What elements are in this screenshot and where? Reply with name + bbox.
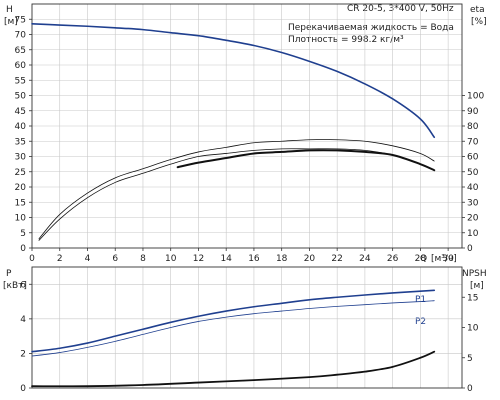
top-series-line-1: [38, 139, 435, 240]
top-right-tick-label: 40: [467, 183, 479, 193]
top-series-line-3: [176, 149, 436, 172]
bottom-left-tick-label: 2: [20, 349, 26, 359]
top-left-tick-label: 70: [15, 31, 27, 41]
top-left-tick-label: 25: [15, 168, 26, 178]
top-x-tick-label: 0: [29, 254, 35, 264]
x-axis-unit: [м³/ч]: [431, 254, 457, 264]
top-x-tick-label: 10: [165, 254, 177, 264]
top-x-tick-label: 8: [140, 254, 146, 264]
annotation-density: Плотность = 998.2 кг/м³: [288, 35, 404, 45]
top-left-axis-unit: [м]: [4, 17, 18, 27]
top-x-tick-label: 14: [220, 254, 232, 264]
annotation-liquid: Перекачиваемая жидкость = Вода: [288, 23, 454, 33]
top-left-tick-label: 40: [15, 122, 27, 132]
top-right-axis-label: eta: [470, 5, 485, 15]
bottom-right-tick-label: 15: [467, 293, 478, 303]
top-right-tick-label: 70: [467, 137, 479, 147]
top-right-tick-label: 90: [467, 107, 479, 117]
top-right-axis-unit: [%]: [471, 17, 487, 27]
top-x-tick-label: 18: [276, 254, 288, 264]
top-left-tick-label: 50: [15, 92, 27, 102]
top-left-tick-label: 65: [15, 46, 26, 56]
bottom-left-tick-label: 0: [20, 384, 26, 394]
top-left-tick-label: 5: [20, 229, 26, 239]
bottom-right-tick-label: 5: [467, 354, 473, 364]
top-left-axis-label: H: [6, 5, 13, 15]
top-right-tick-label: 100: [467, 92, 484, 102]
top-left-tick-label: 60: [15, 61, 27, 71]
top-left-tick-label: 20: [15, 183, 27, 193]
top-right-tick-label: 50: [467, 168, 479, 178]
bottom-right-tick-label: 10: [467, 324, 479, 334]
top-series-line-0: [31, 23, 436, 139]
bottom-left-axis-label: P: [6, 269, 12, 279]
bottom-series-line-2: [31, 350, 436, 388]
x-axis-label: Q: [420, 254, 427, 264]
top-x-tick-label: 22: [331, 254, 342, 264]
bottom-right-tick-label: 0: [467, 384, 473, 394]
top-right-tick-label: 80: [467, 122, 479, 132]
bottom-right-axis-label: NPSH: [462, 269, 487, 279]
power-npsh-panel: 0 2 4 6 0 5 10 15: [20, 266, 479, 394]
bottom-left-tick-label: 6: [20, 280, 26, 290]
chart-title: CR 20-5, 3*400 V, 50Hz: [347, 4, 454, 14]
top-x-tick-label: 30: [442, 254, 454, 264]
top-left-tick-label: 30: [15, 153, 27, 163]
top-left-tick-label: 55: [15, 76, 26, 86]
top-x-tick-label: 4: [85, 254, 91, 264]
top-x-tick-label: 26: [387, 254, 399, 264]
top-left-tick-label: 15: [15, 198, 26, 208]
top-x-tick-label: 24: [359, 254, 371, 264]
top-left-tick-label: 35: [15, 137, 26, 147]
top-plot-frame: [31, 3, 463, 249]
top-x-tick-label: 6: [112, 254, 118, 264]
bottom-right-axis-unit: [м]: [470, 281, 484, 291]
bottom-left-axis-unit: [кВт]: [3, 281, 27, 291]
bottom-left-tick-label: 4: [20, 315, 26, 325]
top-x-tick-label: 20: [304, 254, 316, 264]
top-right-tick-label: 30: [467, 198, 479, 208]
top-x-tick-label: 12: [193, 254, 204, 264]
top-x-tick-label: 16: [248, 254, 260, 264]
top-right-tick-label: 20: [467, 214, 479, 224]
top-right-tick-label: 60: [467, 153, 479, 163]
top-right-tick-label: 0: [467, 244, 473, 254]
top-left-tick-label: 45: [15, 107, 26, 117]
bottom-series-line-0: [31, 289, 436, 353]
bottom-plot-frame: [31, 266, 463, 389]
top-x-tick-label: 28: [415, 254, 427, 264]
top-left-tick-label: 0: [20, 244, 26, 254]
top-x-tick-label: 2: [57, 254, 63, 264]
top-right-tick-label: 10: [467, 229, 479, 239]
top-left-tick-label: 75: [15, 15, 26, 25]
head-efficiency-panel: 0510152025303540455055606570750102030405…: [15, 3, 484, 264]
top-left-tick-label: 10: [15, 214, 27, 224]
bottom-series-line-1: [31, 300, 435, 357]
